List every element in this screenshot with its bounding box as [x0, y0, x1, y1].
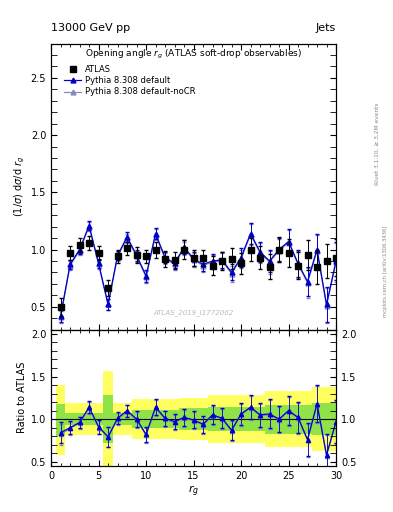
- X-axis label: $r_g$: $r_g$: [188, 483, 199, 499]
- Y-axis label: $(1/\sigma)$ d$\sigma$/d $r_g$: $(1/\sigma)$ d$\sigma$/d $r_g$: [12, 156, 27, 217]
- Y-axis label: Ratio to ATLAS: Ratio to ATLAS: [17, 362, 27, 434]
- Legend: ATLAS, Pythia 8.308 default, Pythia 8.308 default-noCR: ATLAS, Pythia 8.308 default, Pythia 8.30…: [61, 62, 199, 100]
- Text: Opening angle $r_g$ (ATLAS soft-drop observables): Opening angle $r_g$ (ATLAS soft-drop obs…: [85, 48, 302, 61]
- Text: Jets: Jets: [316, 23, 336, 33]
- Text: mcplots.cern.ch [arXiv:1306.3436]: mcplots.cern.ch [arXiv:1306.3436]: [383, 226, 387, 317]
- Text: Rivet 3.1.10, ≥ 3.2M events: Rivet 3.1.10, ≥ 3.2M events: [375, 102, 380, 185]
- Text: ATLAS_2019_I1772062: ATLAS_2019_I1772062: [153, 309, 234, 316]
- Text: 13000 GeV pp: 13000 GeV pp: [51, 23, 130, 33]
